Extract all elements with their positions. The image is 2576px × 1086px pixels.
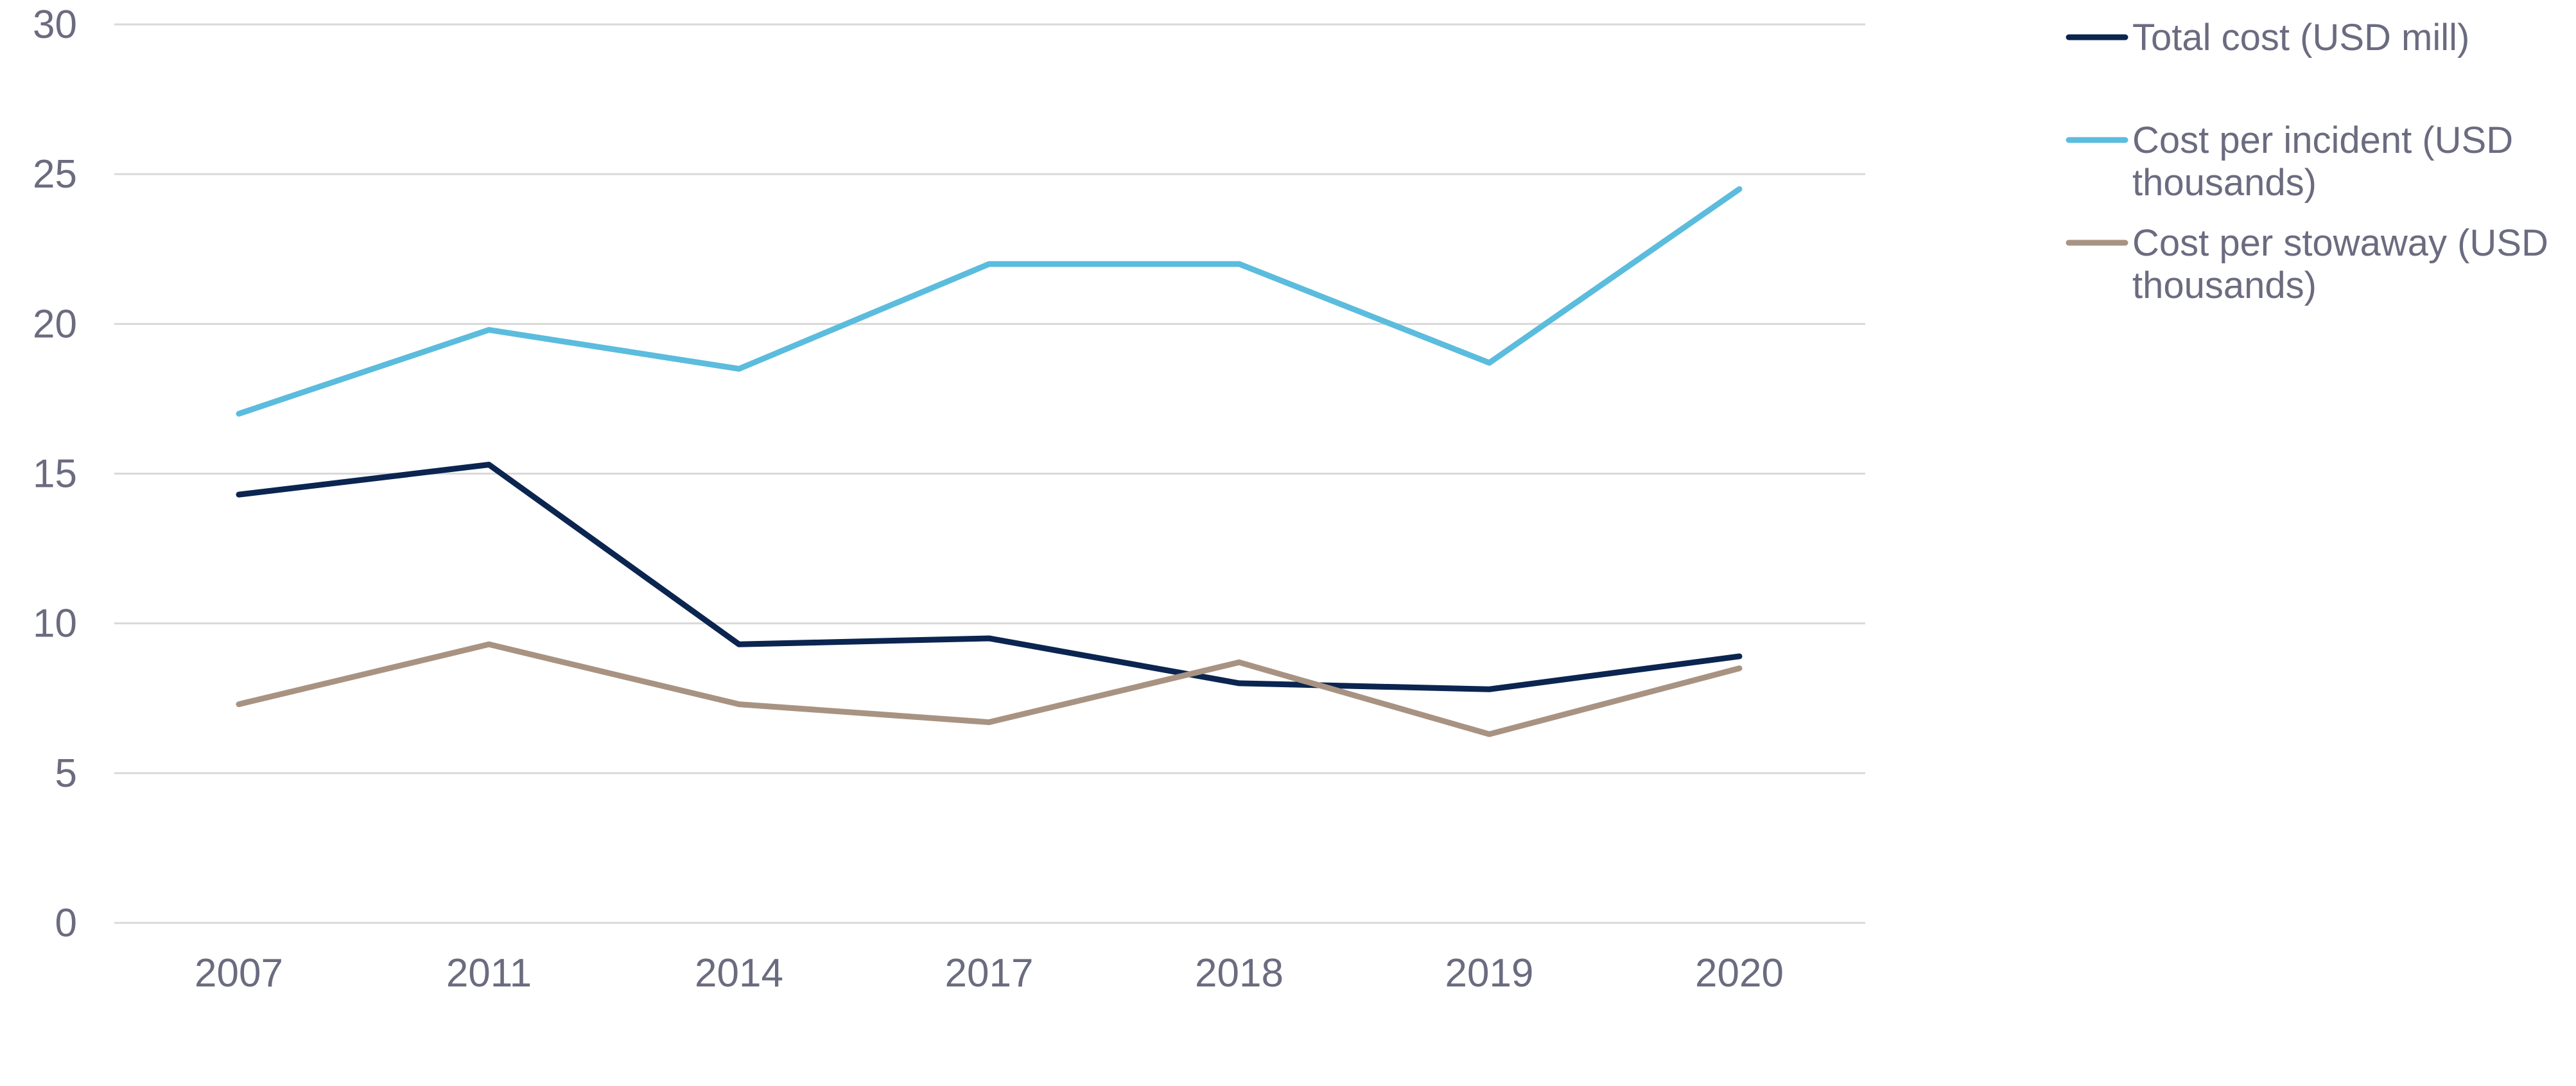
legend-label: Cost per incident (USD thousands) — [2132, 119, 2513, 204]
x-tick-label: 2020 — [1695, 951, 1784, 995]
x-tick-label: 2017 — [945, 951, 1034, 995]
y-tick-label: 20 — [33, 302, 77, 346]
x-tick-label: 2007 — [195, 951, 283, 995]
series-line — [236, 186, 1743, 417]
y-tick-label: 0 — [55, 901, 77, 945]
series-1 — [236, 186, 1743, 417]
legend-item: Total cost (USD mill) — [2066, 17, 2469, 58]
y-axis-ticks: 0 5 10 15 20 25 30 — [33, 3, 77, 945]
x-tick-label: 2018 — [1195, 951, 1284, 995]
x-tick-label: 2011 — [446, 951, 532, 995]
legend-label: Total cost (USD mill) — [2132, 17, 2469, 58]
legend-item: Cost per stowaway (USD thousands) — [2066, 222, 2548, 306]
x-tick-label: 2014 — [695, 951, 783, 995]
series-2 — [236, 641, 1743, 737]
gridlines — [114, 23, 1865, 924]
series-lines — [236, 186, 1743, 737]
y-tick-label: 25 — [33, 152, 77, 197]
y-tick-label: 5 — [55, 751, 77, 796]
series-line — [236, 462, 1743, 692]
x-tick-label: 2019 — [1445, 951, 1534, 995]
series-line — [236, 641, 1743, 737]
legend-item: Cost per incident (USD thousands) — [2066, 119, 2513, 204]
y-tick-label: 10 — [33, 602, 77, 646]
y-tick-label: 30 — [33, 3, 77, 47]
x-axis-ticks: 2007 2011 2014 2017 2018 2019 2020 — [195, 951, 1784, 995]
legend: Total cost (USD mill) Cost per incident (… — [2066, 17, 2548, 306]
legend-label: Cost per stowaway (USD thousands) — [2132, 222, 2548, 306]
y-tick-label: 15 — [33, 452, 77, 496]
series-0 — [236, 462, 1743, 692]
